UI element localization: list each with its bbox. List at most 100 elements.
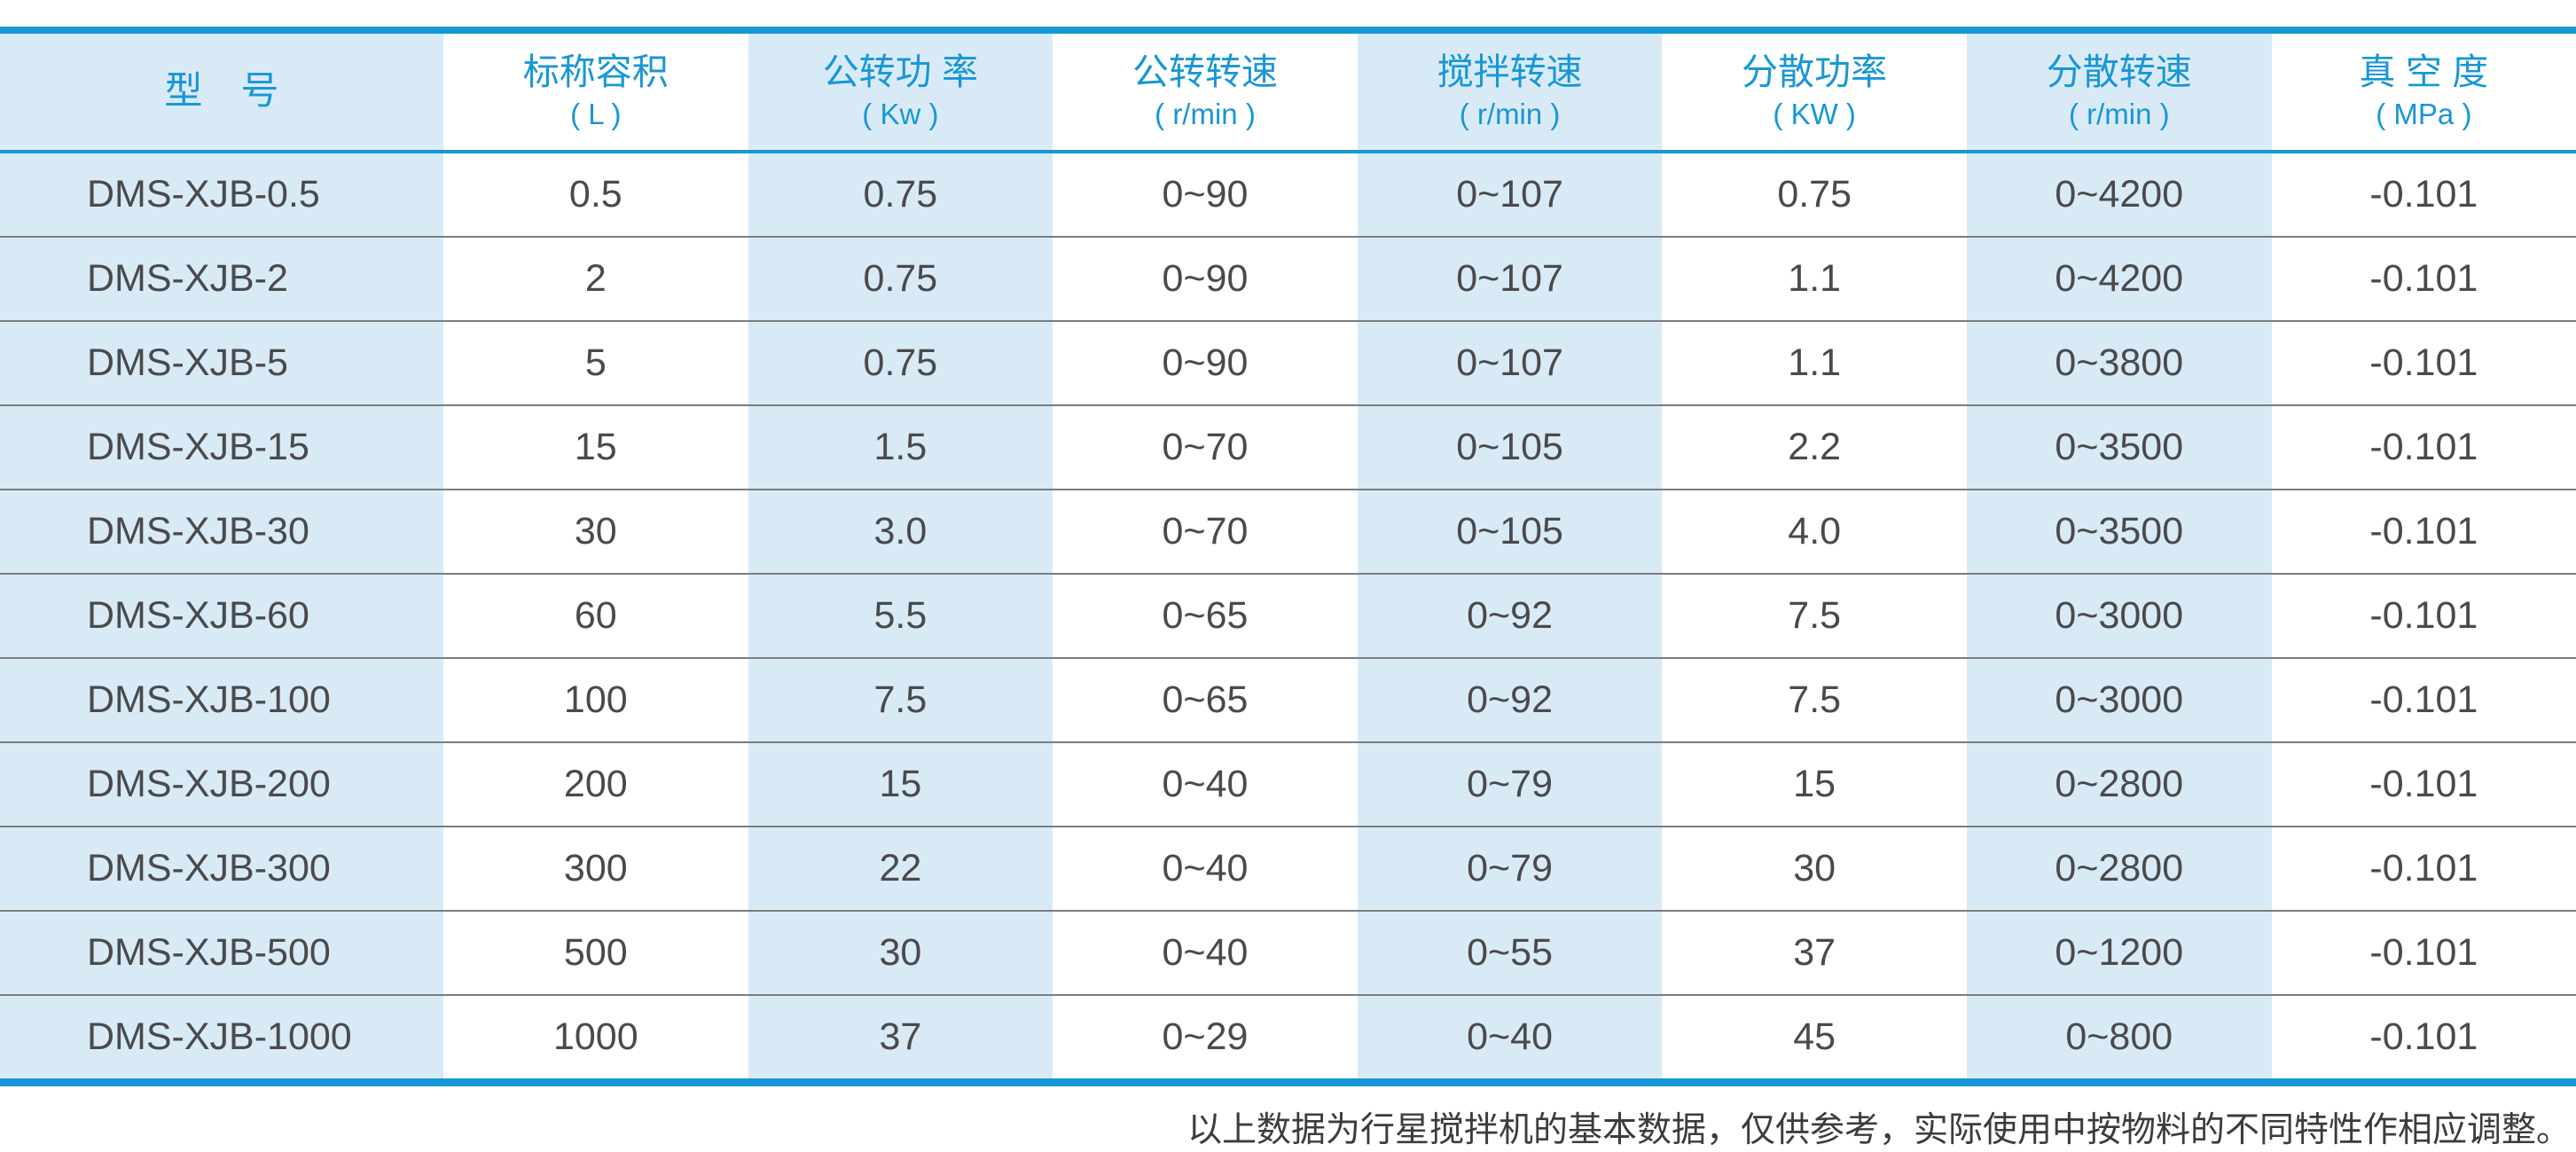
value-cell: 0~79: [1357, 743, 1663, 826]
value-cell: 45: [1662, 996, 1967, 1078]
value-cell: 0~3000: [1966, 575, 2272, 657]
cell-text: 0~107: [1456, 257, 1563, 300]
value-cell: 0~3500: [1966, 490, 2272, 573]
value-cell: 0~2800: [1966, 827, 2272, 910]
cell-text: 15: [574, 426, 617, 468]
table-row: DMS-XJB-100 100 7.5 0~65 0~92 7.5 0~3000 -0.101: [0, 657, 2576, 741]
model-cell: DMS-XJB-15: [0, 406, 443, 489]
header-unit: ( Kw ): [862, 98, 939, 131]
value-cell: 15: [443, 406, 748, 489]
value-cell: 0~70: [1053, 406, 1358, 489]
header-cell-7: 真 空 度 ( MPa ): [2272, 34, 2576, 150]
cell-text: 300: [563, 847, 628, 889]
value-cell: 30: [748, 912, 1053, 994]
header-cell-1: 标称容积 ( L ): [443, 34, 748, 150]
cell-text: 0.75: [863, 173, 938, 216]
model-cell: DMS-XJB-100: [0, 659, 443, 741]
value-cell: 100: [443, 659, 748, 741]
cell-text: 37: [879, 1015, 922, 1058]
value-cell: 0~107: [1357, 238, 1663, 320]
cell-text: 0~79: [1467, 763, 1553, 805]
cell-text: DMS-XJB-5: [87, 341, 288, 384]
cell-text: DMS-XJB-500: [87, 931, 331, 974]
cell-text: 15: [1793, 763, 1836, 805]
cell-text: 0~800: [2065, 1015, 2173, 1058]
value-cell: 300: [443, 827, 748, 910]
header-cell-3: 公转转速 ( r/min ): [1053, 34, 1358, 150]
cell-text: 30: [1793, 847, 1836, 889]
header-cell-0: 型 号: [0, 34, 443, 150]
value-cell: 5.5: [748, 575, 1053, 657]
value-cell: 37: [1662, 912, 1967, 994]
header-unit: ( r/min ): [2068, 98, 2170, 131]
value-cell: -0.101: [2272, 575, 2576, 657]
cell-text: 7.5: [1788, 678, 1842, 721]
value-cell: 0~800: [1966, 996, 2272, 1078]
cell-text: 22: [879, 847, 922, 889]
planetary-mixer-spec-table: 型 号标称容积( L ) 公转功 率( Kw ) 公转转速( r/min ) 搅拌转速…: [0, 27, 2576, 1086]
cell-text: 2: [584, 257, 607, 300]
value-cell: 30: [1662, 827, 1967, 910]
cell-text: 0~4200: [2055, 173, 2184, 216]
value-cell: -0.101: [2272, 827, 2576, 910]
cell-text: 30: [879, 931, 922, 974]
table-row: DMS-XJB-15 15 1.5 0~70 0~105 2.2 0~3500 -0.101: [0, 404, 2576, 489]
value-cell: -0.101: [2272, 659, 2576, 741]
value-cell: 0.75: [748, 238, 1053, 320]
cell-text: 1.1: [1788, 341, 1842, 384]
value-cell: 37: [748, 996, 1053, 1078]
cell-text: 4.0: [1788, 510, 1842, 552]
header-label: 真 空 度: [2359, 51, 2489, 93]
header-cell-2: 公转功 率 ( Kw ): [748, 34, 1053, 150]
cell-text: -0.101: [2369, 510, 2478, 552]
header-label: 型 号: [164, 69, 279, 113]
header-unit: ( r/min ): [1459, 98, 1561, 131]
cell-text: 0~40: [1162, 931, 1249, 974]
value-cell: -0.101: [2272, 153, 2576, 236]
cell-text: 0~3000: [2055, 594, 2184, 637]
model-cell: DMS-XJB-300: [0, 827, 443, 910]
header-label: 分散功率: [1742, 51, 1888, 93]
cell-text: 2.2: [1788, 426, 1842, 468]
cell-text: DMS-XJB-2: [87, 257, 288, 300]
header-unit: ( r/min ): [1155, 98, 1256, 131]
cell-text: 0~65: [1162, 594, 1249, 637]
model-cell: DMS-XJB-2: [0, 238, 443, 320]
value-cell: 0.75: [1662, 153, 1967, 236]
value-cell: -0.101: [2272, 912, 2576, 994]
cell-text: -0.101: [2369, 1015, 2478, 1058]
table-row: DMS-XJB-2 2 0.75 0~90 0~107 1.1 0~4200 -0.101: [0, 236, 2576, 320]
value-cell: -0.101: [2272, 322, 2576, 404]
cell-text: DMS-XJB-15: [87, 426, 309, 468]
model-cell: DMS-XJB-500: [0, 912, 443, 994]
cell-text: DMS-XJB-60: [87, 594, 309, 637]
cell-text: 0.75: [863, 257, 938, 300]
value-cell: 0~90: [1053, 238, 1358, 320]
table-row: DMS-XJB-5 5 0.75 0~90 0~107 1.1 0~3800 -0.101: [0, 320, 2576, 404]
cell-text: 200: [563, 763, 628, 805]
header-unit: ( L ): [570, 98, 622, 131]
value-cell: 0~1200: [1966, 912, 2272, 994]
value-cell: 0~4200: [1966, 153, 2272, 236]
cell-text: 0~65: [1162, 678, 1249, 721]
table-row: DMS-XJB-1000 1000 37 0~29 0~40 45 0~800 -0.101: [0, 994, 2576, 1078]
cell-text: 1.1: [1788, 257, 1842, 300]
cell-text: 0~79: [1467, 847, 1553, 889]
cell-text: 0~3500: [2055, 510, 2184, 552]
cell-text: 0~92: [1467, 594, 1553, 637]
cell-text: -0.101: [2369, 678, 2478, 721]
table-row: DMS-XJB-300 300 22 0~40 0~79 30 0~2800 -0.101: [0, 826, 2576, 910]
header-cell-6: 分散转速 ( r/min ): [1966, 34, 2272, 150]
table-row: DMS-XJB-500 500 30 0~40 0~55 37 0~1200 -0.101: [0, 910, 2576, 994]
value-cell: 0~65: [1053, 575, 1358, 657]
cell-text: 45: [1793, 1015, 1836, 1058]
header-cell-5: 分散功率 ( KW ): [1662, 34, 1967, 150]
cell-text: 60: [574, 594, 617, 637]
cell-text: DMS-XJB-300: [87, 847, 331, 889]
model-cell: DMS-XJB-1000: [0, 996, 443, 1078]
value-cell: 15: [748, 743, 1053, 826]
value-cell: 0~3800: [1966, 322, 2272, 404]
value-cell: 0~3500: [1966, 406, 2272, 489]
value-cell: 0~105: [1357, 490, 1663, 573]
value-cell: 7.5: [1662, 659, 1967, 741]
